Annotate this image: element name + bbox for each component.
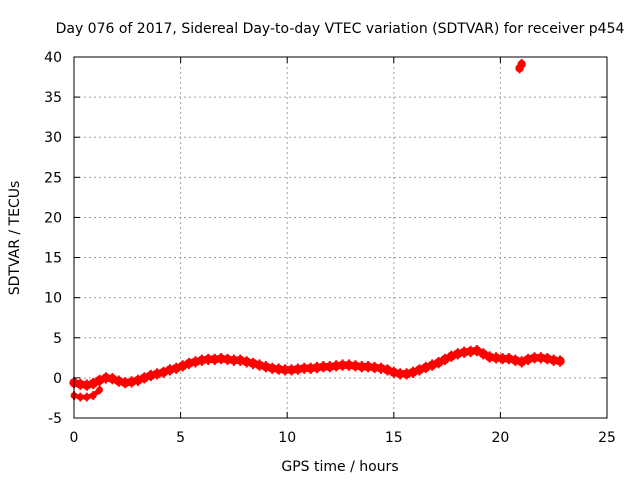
y-tick-label: 15 <box>44 251 62 267</box>
series-2 <box>515 59 526 74</box>
y-tick-label: 0 <box>53 371 62 387</box>
y-tick-label: 30 <box>44 130 62 146</box>
series-0 <box>69 345 565 391</box>
x-tick-label: 10 <box>278 430 296 446</box>
x-axis-label: GPS time / hours <box>281 459 398 475</box>
y-tick-label: 40 <box>44 50 62 66</box>
y-tick-label: 5 <box>53 331 62 347</box>
plot-frame <box>73 56 608 419</box>
x-tick-label: 15 <box>385 430 403 446</box>
ticks: 0 5 10 15 20 25 -5 0 5 10 15 20 25 30 35 40 <box>44 50 616 446</box>
x-tick-label: 0 <box>70 430 79 446</box>
x-tick-label: 5 <box>176 430 185 446</box>
y-tick-label: 10 <box>44 291 62 307</box>
grid <box>74 57 607 418</box>
x-tick-label: 25 <box>598 430 616 446</box>
y-axis-label: SDTVAR / TECUs <box>7 181 23 296</box>
y-tick-label: 35 <box>44 90 62 106</box>
y-tick-label: -5 <box>48 411 62 427</box>
x-tick-label: 20 <box>491 430 509 446</box>
chart-title: Day 076 of 2017, Sidereal Day-to-day VTE… <box>56 21 625 37</box>
y-tick-label: 25 <box>44 170 62 186</box>
data-layer <box>69 59 565 402</box>
y-tick-label: 20 <box>44 210 62 226</box>
